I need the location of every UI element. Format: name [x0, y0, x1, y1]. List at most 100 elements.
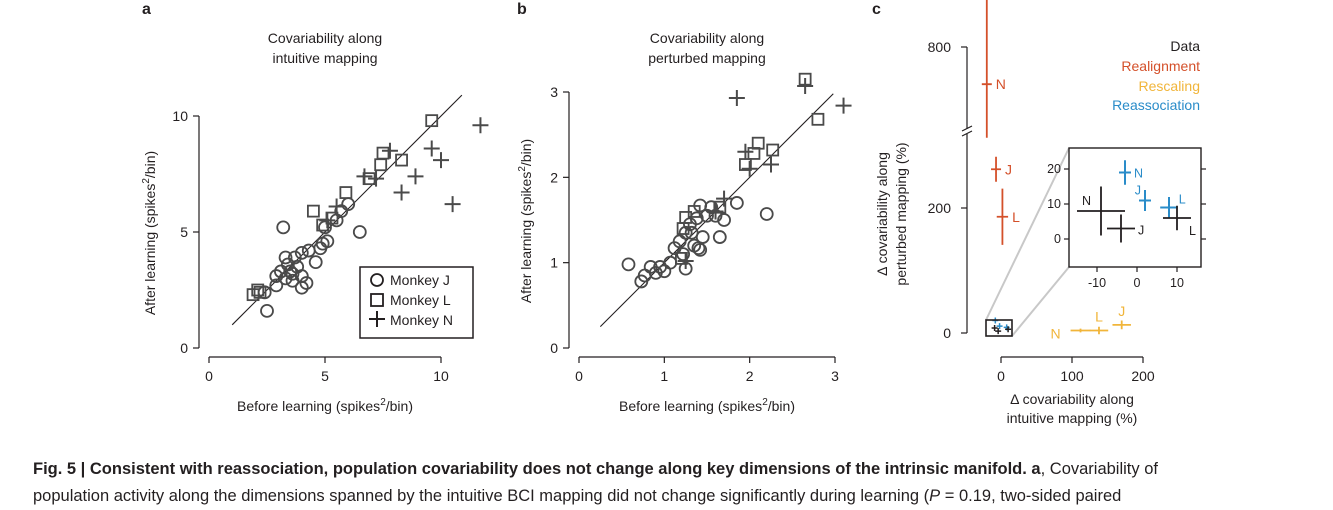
panel-letter-b: b	[517, 1, 527, 18]
data-point-monkey-j	[308, 255, 323, 270]
panel-b-axes: 0 1 2 3 0 1 2 3	[550, 84, 839, 384]
data-point-monkey-n	[716, 190, 733, 207]
rescaling-label-n: N	[1050, 326, 1060, 342]
y-axis-break-mark	[961, 125, 973, 137]
data-point-monkey-j	[283, 264, 298, 279]
inset-x-tick-label: 10	[1170, 276, 1184, 290]
y-tick-label: 3	[550, 84, 558, 100]
panel-letter-a: a	[142, 1, 151, 18]
x-tick-label: 0	[575, 368, 583, 384]
y-tick-label: 10	[172, 108, 188, 124]
reassociation-inset-label-l: L	[1179, 193, 1186, 207]
data-point-monkey-n	[444, 196, 461, 213]
legend-label-monkey-j: Monkey J	[390, 272, 450, 288]
panel-b-xlabel: Before learning (spikes2/bin)	[619, 397, 795, 414]
data-point-monkey-j	[729, 196, 744, 210]
inset-x-tick-label: -10	[1088, 276, 1106, 290]
data-point-monkey-l	[376, 146, 390, 160]
data-point-monkey-j	[299, 276, 314, 290]
x-tick-label: 200	[1131, 368, 1155, 384]
data-point-monkey-l	[306, 204, 320, 218]
data-point-monkey-n	[328, 198, 345, 215]
inset-y-tick-label: 10	[1047, 197, 1061, 211]
data-mini-point-l	[1005, 326, 1012, 333]
panel-c-xlabel-line2: intuitive mapping (%)	[1007, 410, 1138, 426]
reassociation-inset-point-n	[1119, 160, 1131, 185]
panel-b: b Covariability along perturbed mapping …	[517, 1, 852, 414]
panel-a-marks	[231, 94, 489, 326]
rescaling-point-n	[1070, 328, 1091, 333]
legend-square-marker	[370, 293, 384, 307]
reassociation-inset-label-j: J	[1135, 184, 1141, 198]
data-point-monkey-j	[700, 208, 714, 223]
realignment-label-l: L	[1012, 209, 1020, 225]
realignment-label-n: N	[996, 76, 1006, 92]
panel-a-title-line1: Covariability along	[268, 30, 382, 46]
caption-line2-end: = 0.19, two-sided paired	[940, 487, 1122, 505]
legend-box	[359, 266, 474, 339]
data-point-monkey-n	[741, 160, 758, 177]
data-point-monkey-j	[334, 204, 349, 219]
data-point-monkey-j	[285, 266, 300, 281]
data-inset-point-n	[1077, 186, 1125, 236]
data-point-monkey-n	[368, 170, 385, 187]
data-inset-point-l	[1163, 205, 1191, 231]
legend-label-monkey-l: Monkey L	[390, 292, 451, 308]
panel-b-marks	[599, 72, 852, 328]
data-point-monkey-j	[621, 257, 636, 272]
legend-rescaling: Rescaling	[1139, 78, 1200, 94]
zoom-box	[985, 319, 1013, 337]
inset-frame	[1068, 147, 1202, 268]
data-point-monkey-j	[717, 213, 731, 227]
data-point-monkey-n	[835, 97, 852, 114]
data-point-monkey-j	[269, 278, 284, 293]
y-tick-label: 0	[180, 340, 188, 356]
data-point-monkey-j	[320, 234, 335, 249]
data-point-monkey-n	[423, 140, 440, 157]
data-point-monkey-j	[352, 225, 367, 239]
data-mini-point-j	[995, 328, 1002, 335]
data-inset-point-j	[1107, 214, 1135, 243]
data-point-monkey-j	[678, 225, 693, 240]
data-point-monkey-j	[294, 280, 309, 295]
data-point-monkey-j	[712, 230, 727, 244]
reassociation-inset-label-n: N	[1134, 167, 1143, 181]
panel-b-title-line2: perturbed mapping	[648, 50, 766, 66]
legend-label-monkey-n: Monkey N	[390, 312, 453, 328]
data-point-monkey-j	[294, 245, 309, 260]
data-point-monkey-n	[737, 143, 754, 160]
data-point-monkey-n	[472, 117, 489, 134]
x-tick-label: 1	[660, 368, 668, 384]
inset-connector-lines	[985, 147, 1070, 337]
legend-data: Data	[1170, 38, 1200, 54]
data-point-monkey-n	[407, 168, 424, 185]
data-point-monkey-j	[278, 250, 293, 265]
rescaling-label-j: J	[1118, 303, 1125, 319]
panel-b-ylabel: After learning (spikes2/bin)	[517, 139, 534, 303]
data-point-monkey-n	[319, 212, 336, 229]
data-point-monkey-j	[663, 255, 678, 270]
connector-line-top	[985, 147, 1070, 321]
data-point-monkey-n	[356, 168, 373, 185]
rescaling-point-j	[1112, 320, 1131, 330]
data-point-monkey-l	[687, 205, 701, 218]
data-point-monkey-l	[675, 251, 688, 265]
data-point-monkey-j	[278, 271, 293, 286]
inset-y-tick-label: 0	[1054, 232, 1061, 246]
x-tick-label: 10	[433, 368, 449, 384]
x-tick-label: 0	[205, 368, 213, 384]
data-point-monkey-j	[684, 225, 699, 240]
caption-title: Fig. 5 | Consistent with reassociation, …	[33, 460, 1027, 478]
panel-a-legend: Monkey J Monkey L Monkey N	[359, 266, 474, 339]
data-point-monkey-n	[433, 152, 449, 169]
panel-a-title-line2: intuitive mapping	[272, 50, 377, 66]
x-tick-label: 3	[831, 368, 839, 384]
caption-line1-rest: , Covariability of	[1040, 460, 1158, 478]
x-tick-label: 5	[321, 368, 329, 384]
data-point-monkey-j	[691, 241, 706, 256]
data-point-monkey-l	[395, 153, 408, 167]
data-point-monkey-j	[301, 243, 316, 258]
